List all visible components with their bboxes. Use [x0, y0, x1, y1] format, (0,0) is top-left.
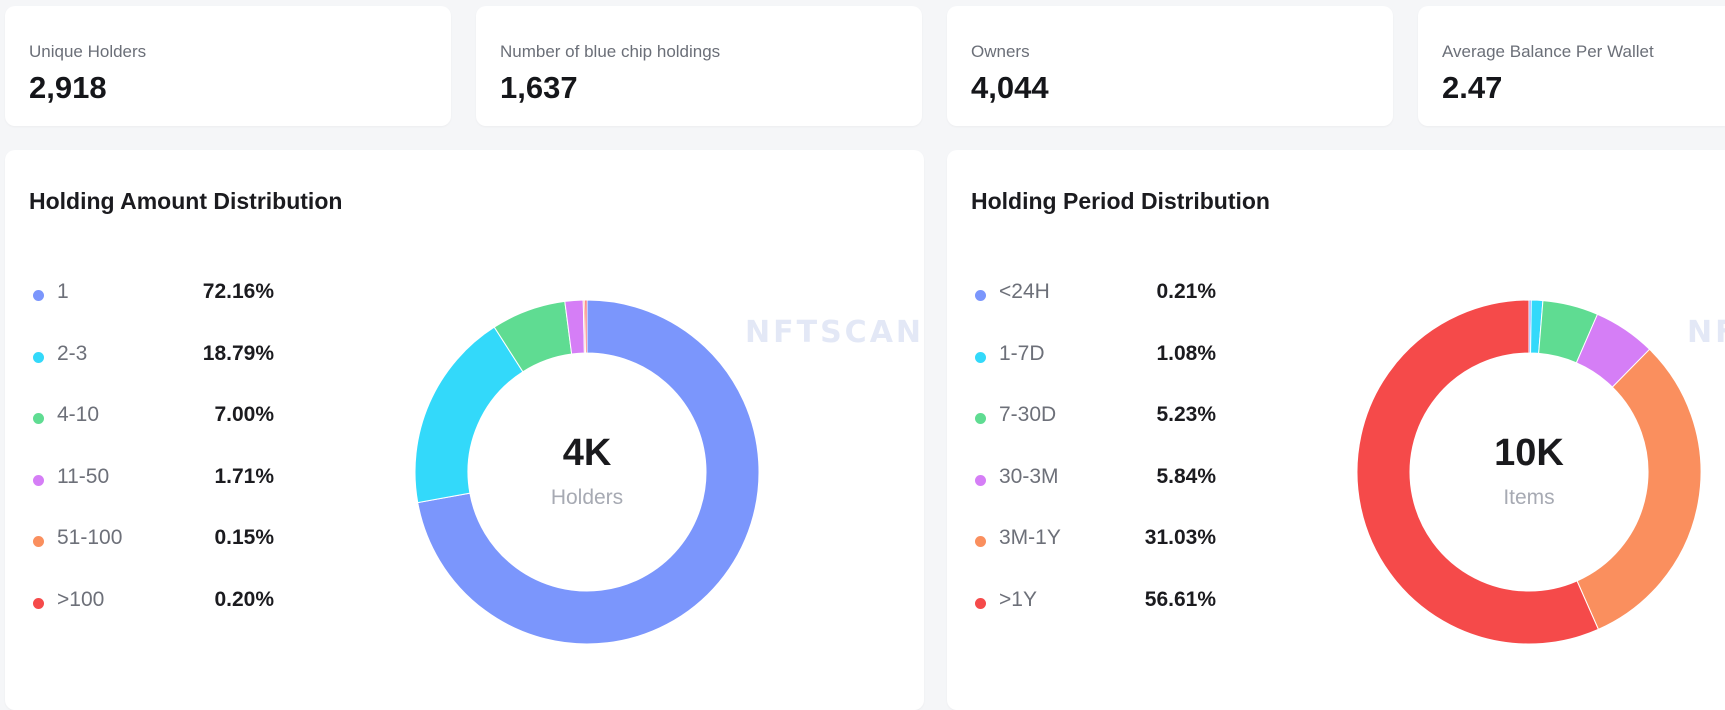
legend-dot-icon [33, 290, 44, 301]
holding-amount-panel: Holding Amount Distribution NFTSCAN 1 72.… [5, 150, 924, 710]
stat-value: 1,637 [500, 70, 578, 105]
legend-value: 18.79% [202, 341, 274, 365]
donut-chart: 10K Items [1356, 299, 1702, 645]
chart-legend: 1 72.16% 2-3 18.79% 4-10 7.00% 11-50 1.71% 51-10… [29, 278, 274, 647]
legend-item[interactable]: >1Y 56.61% [971, 586, 1216, 648]
panel-title: Holding Amount Distribution [29, 188, 343, 214]
stat-label: Unique Holders [29, 42, 147, 61]
holding-period-panel: Holding Period Distribution NFTSCAN <24H… [947, 150, 1725, 710]
panel-title: Holding Period Distribution [971, 188, 1270, 214]
legend-value: 0.21% [1156, 280, 1216, 303]
stat-card-average-balance: Average Balance Per Wallet 2.47 [1418, 6, 1725, 126]
legend-item[interactable]: >100 0.20% [29, 586, 274, 648]
legend-dot-icon [975, 290, 986, 301]
legend-item[interactable]: 7-30D 5.23% [971, 401, 1216, 463]
legend-item[interactable]: 11-50 1.71% [29, 463, 274, 525]
legend-label: >1Y [999, 587, 1037, 611]
legend-dot-icon [33, 536, 44, 547]
legend-item[interactable]: 1 72.16% [29, 278, 274, 340]
legend-dot-icon [975, 474, 986, 486]
legend-label: 11-50 [57, 464, 110, 488]
legend-value: 31.03% [1144, 526, 1216, 549]
donut-center: 10K Items [1357, 300, 1701, 644]
legend-label: 4-10 [57, 403, 100, 426]
legend-value: 56.61% [1144, 587, 1216, 611]
legend-dot-icon [33, 474, 44, 486]
legend-value: 5.84% [1156, 464, 1216, 488]
legend-value: 1.71% [214, 464, 274, 488]
donut-slice-3m-1y[interactable] [1576, 348, 1702, 631]
legend-value: 72.16% [202, 280, 274, 303]
legend-value: 0.15% [214, 526, 274, 549]
stat-value: 4,044 [971, 70, 1049, 105]
legend-value: 1.08% [1156, 341, 1216, 365]
stat-card-blue-chip-holdings: Number of blue chip holdings 1,637 [476, 6, 922, 126]
watermark-logo: NFTSCAN [745, 315, 925, 350]
legend-label: 51-100 [57, 526, 123, 549]
donut-svg [414, 299, 760, 645]
legend-label: 2-3 [57, 341, 88, 365]
legend-label: >100 [57, 587, 105, 611]
legend-dot-icon [33, 413, 44, 424]
stat-label: Average Balance Per Wallet [1442, 42, 1654, 61]
donut-center-value: 4K [562, 432, 612, 474]
legend-item[interactable]: 4-10 7.00% [29, 401, 274, 463]
legend-item[interactable]: 3M-1Y 31.03% [971, 524, 1216, 586]
donut-slice-1[interactable] [417, 299, 760, 645]
donut-chart: 4K Holders [414, 299, 760, 645]
donut-center: 4K Holders [415, 300, 759, 644]
legend-label: 30-3M [999, 464, 1059, 488]
donut-center-label: Items [1503, 486, 1555, 509]
legend-item[interactable]: 51-100 0.15% [29, 524, 274, 586]
watermark-logo: NFTSCAN [1687, 315, 1725, 350]
stat-card-owners: Owners 4,044 [947, 6, 1393, 126]
donut-center-label: Holders [550, 486, 624, 509]
legend-item[interactable]: 30-3M 5.84% [971, 463, 1216, 525]
legend-dot-icon [33, 597, 44, 609]
legend-item[interactable]: 2-3 18.79% [29, 340, 274, 402]
legend-dot-icon [33, 351, 44, 363]
legend-dot-icon [975, 351, 986, 363]
legend-item[interactable]: <24H 0.21% [971, 278, 1216, 340]
stat-label: Owners [971, 42, 1030, 61]
legend-value: 7.00% [214, 403, 274, 426]
chart-legend: <24H 0.21% 1-7D 1.08% 7-30D 5.23% 30-3M 5.84% 3M… [971, 278, 1216, 647]
legend-value: 0.20% [214, 587, 274, 611]
legend-label: 1-7D [999, 341, 1045, 365]
legend-item[interactable]: 1-7D 1.08% [971, 340, 1216, 402]
stat-label: Number of blue chip holdings [500, 42, 721, 61]
stat-value: 2,918 [29, 70, 107, 105]
stat-value: 2.47 [1442, 70, 1503, 105]
donut-center-value: 10K [1494, 432, 1564, 474]
legend-label: 7-30D [999, 403, 1057, 426]
legend-value: 5.23% [1156, 403, 1216, 426]
legend-dot-icon [975, 413, 986, 424]
donut-slice-1y[interactable] [1356, 299, 1600, 645]
legend-label: <24H [999, 280, 1050, 303]
stat-card-unique-holders: Unique Holders 2,918 [5, 6, 451, 126]
legend-dot-icon [975, 597, 986, 609]
legend-label: 3M-1Y [999, 526, 1061, 549]
donut-slice-100[interactable] [584, 299, 588, 354]
legend-label: 1 [57, 280, 69, 303]
donut-svg [1356, 299, 1702, 645]
legend-dot-icon [975, 536, 986, 547]
